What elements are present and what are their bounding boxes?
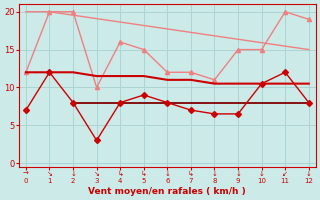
X-axis label: Vent moyen/en rafales ( km/h ): Vent moyen/en rafales ( km/h ) bbox=[88, 187, 246, 196]
